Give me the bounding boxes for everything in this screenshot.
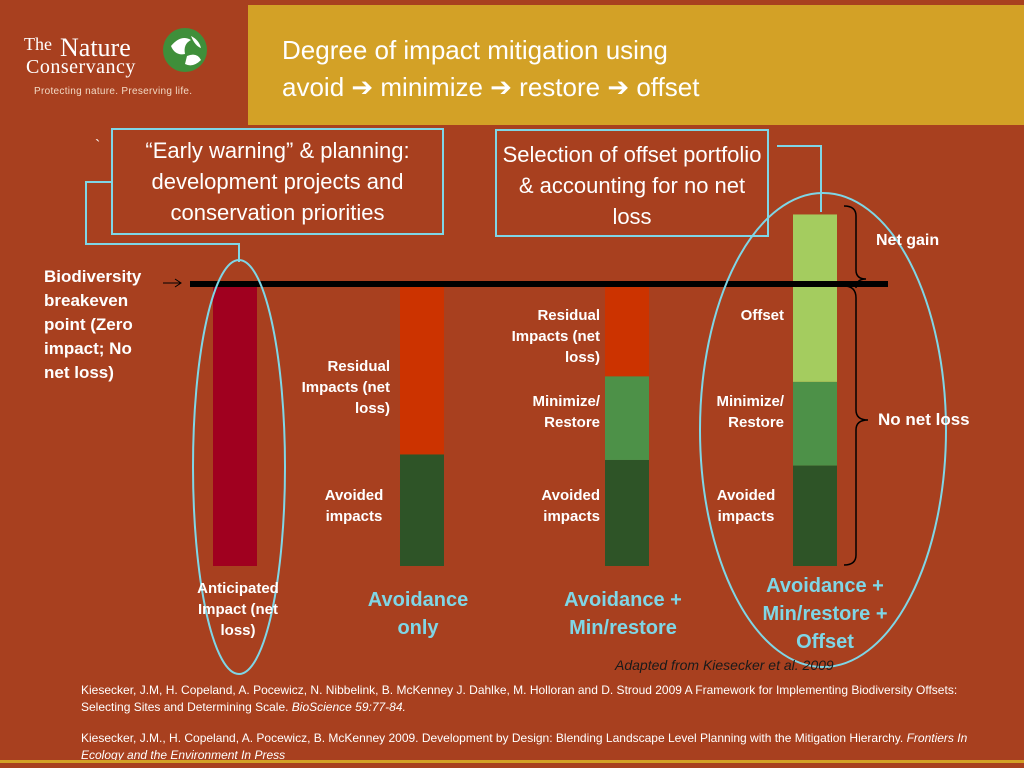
label-avoided-2: Avoided impacts [541,487,600,525]
callout-offset-selection: Selection of offset portfolio & accounti… [495,129,769,237]
label-anticipated: Anticipated Impact (net loss) [197,580,279,639]
bar-segment-3-1 [793,381,837,466]
logo-text-the: The [24,34,52,54]
label-offset-3: Offset [740,307,784,324]
bar-segment-2-1 [605,376,649,460]
bar-segment-1-2 [400,287,444,455]
anticipated-ellipse [192,259,286,675]
reference-note: Adapted from Kiesecker et al. 2009 [615,657,834,673]
breakeven-arrowhead [174,278,182,288]
label-residual-2: Residual Impacts (net loss) [511,307,600,366]
stage-avoidance-only: Avoidance only [367,589,469,639]
bar-segment-1-0 [400,454,444,566]
stray-tick: ` [95,138,101,155]
citation-2-journal: Frontiers In Ecology and the Environment… [81,731,968,762]
slide-title: Degree of impact mitigation using avoid … [282,32,699,106]
citation-1-text: Kiesecker, J.M, H. Copeland, A. Pocewicz… [81,683,958,714]
callout-early-warning: “Early warning” & planning: development … [111,128,444,235]
label-minimize-2: Minimize/ Restore [532,393,600,431]
callout-connector-0 [85,181,240,262]
title-line-2: avoid ➔ minimize ➔ restore ➔ offset [282,72,700,102]
logo-tagline: Protecting nature. Preserving life. [34,86,193,97]
bar-segment-0-2 [213,287,257,566]
title-line-1: Degree of impact mitigation using [282,35,668,65]
globe-leaf-icon [163,28,207,72]
label-residual-1: Residual Impacts (net loss) [301,358,390,417]
label-minimize-3: Minimize/ Restore [716,393,784,431]
bottom-rule [0,760,1024,763]
title-bar [248,5,1024,125]
callout-connector-1 [777,145,822,212]
bar-segment-2-2 [605,287,649,377]
offset-ellipse [699,192,947,668]
net-gain-brace [843,205,867,289]
logo-panel: The Nature Conservancy Protecting nature… [0,0,243,127]
citation-2-text: Kiesecker, J.M., H. Copeland, A. Pocewic… [81,731,907,745]
citation-2: Kiesecker, J.M., H. Copeland, A. Pocewic… [81,730,1006,764]
citation-1: Kiesecker, J.M, H. Copeland, A. Pocewicz… [81,682,1006,716]
bar-segment-3-3 [793,214,837,382]
label-net-gain: Net gain [876,232,940,249]
no-net-loss-brace [843,285,869,566]
breakeven-label: Biodiversity breakeven point (Zero impac… [44,267,142,382]
stage-avoidance-full: Avoidance + Min/restore + Offset [762,575,888,653]
chart-bars [213,214,837,566]
bar-segment-2-0 [605,459,649,566]
stage-avoidance-min: Avoidance + Min/restore [564,589,682,639]
bar-segment-3-0 [793,465,837,566]
label-no-net-loss: No net loss [878,410,970,429]
label-avoided-3: Avoided impacts [716,487,776,525]
citation-1-journal: BioScience 59:77-84. [291,700,406,714]
callout-connectors [85,145,822,262]
logo-text-conservancy: Conservancy [26,56,136,78]
logo-text-nature: Nature [60,33,131,62]
label-avoided-1: Avoided impacts [324,487,384,525]
